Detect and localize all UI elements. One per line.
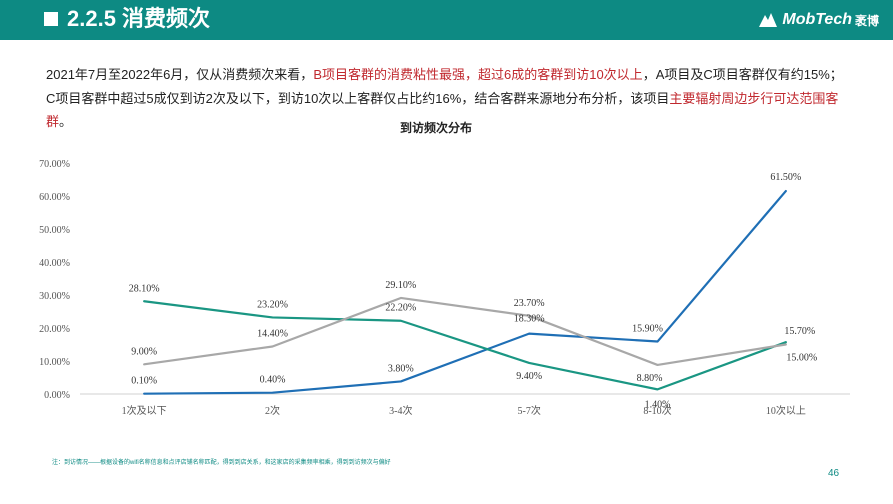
brand-cn-name: 袤博 xyxy=(854,13,879,28)
title-bullet-icon xyxy=(44,12,58,26)
y-tick-label: 70.00% xyxy=(39,159,70,170)
series-line-3 xyxy=(143,296,787,367)
x-tick-label: 1次及以下 xyxy=(122,404,167,417)
data-label: 18.30% xyxy=(514,314,545,325)
data-label: 28.10% xyxy=(129,283,160,294)
series-line-2 xyxy=(143,300,787,391)
data-label: 61.50% xyxy=(770,172,801,183)
page-title: 2.2.5 消费频次 xyxy=(67,6,211,31)
mobtech-logo-icon xyxy=(759,13,778,27)
header-bar: 2.2.5 消费频次 MobTech 袤博 xyxy=(0,0,893,40)
summary-text-2: ，A项目及C项目客群仅有约15%；C项目客群中超过5成仅到访2次及以下，到访10… xyxy=(46,67,843,106)
data-label: 29.10% xyxy=(385,280,416,291)
data-label: 15.90% xyxy=(632,324,663,335)
data-label: 0.10% xyxy=(131,376,157,387)
y-tick-label: 0.00% xyxy=(44,390,70,401)
brand-name: MobTech xyxy=(782,11,852,28)
x-tick-label: 3-4次 xyxy=(389,404,412,417)
x-tick-label: 5-7次 xyxy=(517,404,540,417)
data-label: 15.00% xyxy=(786,353,817,364)
data-label: 23.70% xyxy=(514,298,545,309)
data-label: 9.40% xyxy=(516,371,542,382)
data-label: 0.40% xyxy=(260,375,286,386)
y-tick-label: 40.00% xyxy=(39,258,70,269)
chart-data-labels: 0.10% 0.40% 3.80% 18.30% 15.90% 61.50% 28.10% 2… xyxy=(129,172,818,410)
chart-series xyxy=(143,189,787,395)
data-label: 9.00% xyxy=(131,346,157,357)
page-number: 46 xyxy=(828,468,840,479)
footnote: 注：到访情况——根据设备的wifi名称信息和点评店铺名称匹配，得到到店关系，和这… xyxy=(52,460,391,466)
summary-text-1: 2021年7月至2022年6月，仅从消费频次来看， xyxy=(46,67,314,82)
x-tick-label: 10次以上 xyxy=(766,404,806,417)
summary-text-3: 。 xyxy=(59,114,73,129)
summary-paragraph: 2021年7月至2022年6月，仅从消费频次来看，B项目客群的消费粘性最强，超过… xyxy=(46,63,851,134)
y-tick-label: 30.00% xyxy=(39,291,70,302)
series-line-1 xyxy=(143,189,787,395)
visit-frequency-line-chart: 到访频次分布 0.00% 10.00% 20.00% 30.00% 40.00% 50.0… xyxy=(39,120,850,417)
x-tick-label: 2次 xyxy=(265,404,280,417)
data-label: 8.80% xyxy=(637,373,663,384)
summary-highlight-2: 主要辐射周边步行可达范围客群 xyxy=(46,90,839,130)
data-label: 1.40% xyxy=(645,399,671,410)
chart-axes: 0.00% 10.00% 20.00% 30.00% 40.00% 50.00% 60.00… xyxy=(39,159,850,417)
data-label: 3.80% xyxy=(388,363,414,374)
y-tick-label: 50.00% xyxy=(39,225,70,236)
chart-title: 到访频次分布 xyxy=(400,120,472,135)
y-tick-label: 60.00% xyxy=(39,192,70,203)
data-label: 14.40% xyxy=(257,328,288,339)
data-label: 22.20% xyxy=(385,303,416,314)
y-tick-label: 20.00% xyxy=(39,324,70,335)
data-label: 23.20% xyxy=(257,299,288,310)
x-tick-label: 8-10次 xyxy=(643,404,671,417)
data-label: 15.70% xyxy=(784,326,815,337)
y-tick-label: 10.00% xyxy=(39,357,70,368)
summary-highlight-1: B项目客群的消费粘性最强，超过6成的客群到访10次以上 xyxy=(313,67,643,82)
brand-logo: MobTech 袤博 xyxy=(758,9,879,31)
